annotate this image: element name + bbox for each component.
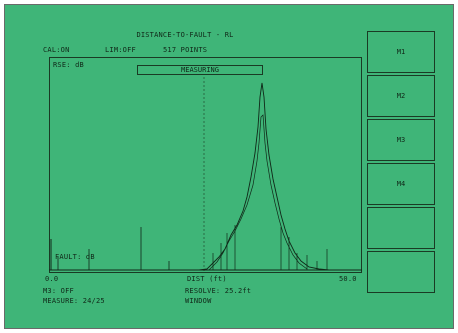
- fault-label: FAULT: dB: [55, 253, 95, 261]
- softkey-6[interactable]: [367, 251, 435, 293]
- softkey-2[interactable]: M2: [367, 75, 435, 117]
- window-readout: WINDOW: [185, 297, 212, 305]
- cal-status: CAL:ON: [43, 46, 70, 54]
- x-axis-end: 50.0: [339, 275, 357, 283]
- plot-area: [49, 57, 362, 273]
- dtf-trace: [49, 77, 362, 271]
- softkey-3[interactable]: M3: [367, 119, 435, 161]
- status-badge: MEASURING: [137, 65, 263, 75]
- points-count: 517 POINTS: [163, 46, 208, 54]
- softkey-5[interactable]: [367, 207, 435, 249]
- marker-status: M3: OFF: [43, 287, 74, 295]
- measurement-title: DISTANCE-TO-FAULT - RL: [136, 31, 234, 39]
- softkey-1[interactable]: M1: [367, 31, 435, 73]
- analyzer-screen: DISTANCE-TO-FAULT - RL CAL:ON LIM:OFF 51…: [4, 4, 454, 329]
- resolution-readout: RESOLVE: 25.2ft: [185, 287, 252, 295]
- softkey-4[interactable]: M4: [367, 163, 435, 205]
- scale-label: RSE: dB: [53, 61, 84, 69]
- x-axis-start: 0.0: [45, 275, 59, 283]
- limit-status: LIM:OFF: [105, 46, 136, 54]
- measure-progress: MEASURE: 24/25: [43, 297, 105, 305]
- x-axis-center: DIST (ft): [187, 275, 227, 283]
